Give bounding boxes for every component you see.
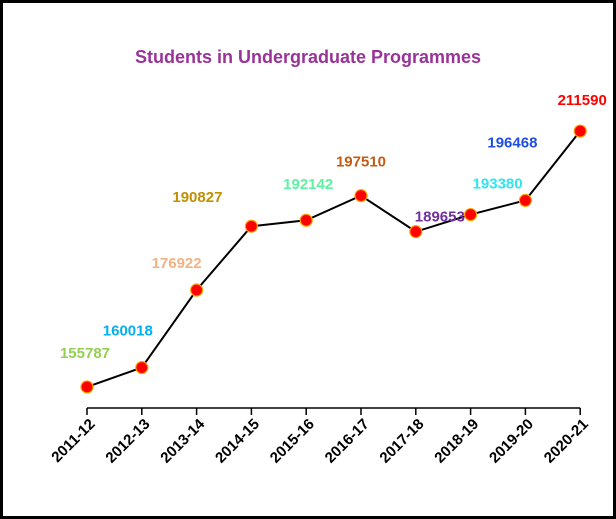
marker <box>409 225 423 239</box>
marker <box>135 360 149 375</box>
marker <box>573 124 587 138</box>
chart-title: Students in Undergraduate Programmes <box>135 47 481 67</box>
data-label: 189653 <box>415 209 465 226</box>
data-label: 160018 <box>103 323 153 340</box>
data-label: 196468 <box>487 134 537 151</box>
marker <box>190 283 204 297</box>
data-label: 197510 <box>336 154 386 171</box>
data-label: 211590 <box>558 92 607 109</box>
marker <box>80 380 94 394</box>
data-label: 190827 <box>172 189 222 206</box>
data-label: 155787 <box>60 345 110 362</box>
marker <box>518 193 533 207</box>
marker <box>299 213 313 227</box>
line <box>86 130 581 388</box>
marker <box>354 189 368 203</box>
data-label: 176922 <box>152 255 202 272</box>
data-label: 192142 <box>283 176 333 193</box>
data-label: 193380 <box>473 176 523 193</box>
marker <box>464 207 478 222</box>
marker <box>244 219 258 233</box>
